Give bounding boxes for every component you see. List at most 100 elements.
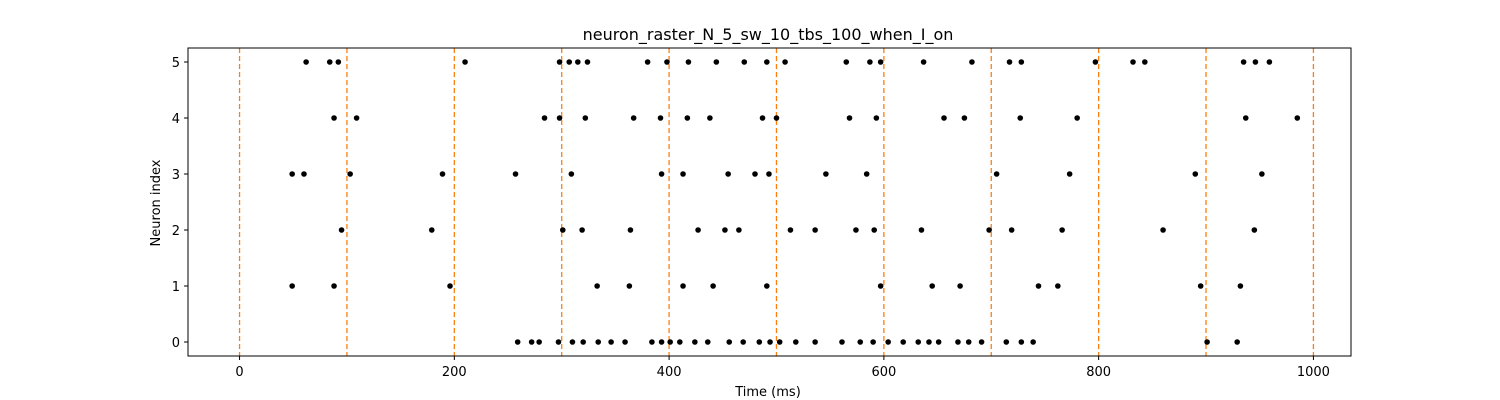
spike-point [644, 59, 651, 65]
spike-point [555, 339, 562, 345]
spike-point [1017, 115, 1024, 121]
spike-point [658, 171, 665, 177]
spike-point [1142, 59, 1148, 65]
spike-point [993, 171, 1000, 177]
spike-point [926, 339, 932, 345]
spike-point [630, 115, 637, 121]
spike-point [695, 227, 701, 233]
spike-point [961, 115, 968, 121]
spike-point [595, 339, 602, 345]
spike-point [528, 339, 535, 345]
spike-point [627, 227, 634, 233]
spike-point [680, 283, 686, 289]
spike-point [752, 171, 758, 177]
spike-point [1160, 227, 1166, 233]
y-axis: 0 1 2 3 4 5 [172, 56, 188, 351]
spike-point [556, 59, 563, 65]
spike-point [1197, 283, 1204, 289]
spike-point [843, 59, 850, 65]
spike-point [1192, 171, 1199, 177]
spike-point [857, 339, 864, 345]
spike-point [773, 115, 780, 121]
spike-point [877, 283, 884, 289]
spike-point [1018, 59, 1025, 65]
spike-point [594, 283, 600, 289]
spike-point [978, 339, 985, 345]
spike-point [823, 171, 829, 177]
spike-point [512, 171, 519, 177]
spike-point [957, 283, 963, 289]
spike-point [710, 283, 716, 289]
spike-point [579, 227, 585, 233]
y-tick-label: 3 [172, 168, 180, 183]
spike-point [289, 171, 295, 177]
x-axis: 0 200 400 600 800 1000 [235, 356, 1330, 380]
x-tick-label: 600 [871, 365, 896, 380]
x-tick-label: 0 [235, 365, 243, 380]
spike-point [1252, 59, 1259, 65]
spike-point [935, 339, 942, 345]
chart-title: neuron_raster_N_5_sw_10_tbs_100_when_I_o… [583, 25, 954, 45]
y-tick-label: 0 [172, 336, 180, 351]
spike-point [658, 339, 665, 345]
spike-point [569, 339, 576, 345]
spike-point [741, 59, 748, 65]
plot-frame [187, 47, 1352, 357]
spike-point [1003, 339, 1010, 345]
spike-point [853, 227, 859, 233]
spike-point [622, 339, 628, 345]
spike-point [331, 283, 337, 289]
spike-point [707, 115, 713, 121]
spike-point [756, 339, 763, 345]
x-tick-label: 200 [442, 365, 467, 380]
spike-point [335, 59, 342, 65]
spike-point [326, 59, 333, 65]
spike-point [740, 339, 746, 345]
spike-point [685, 59, 692, 65]
spike-point [870, 339, 876, 345]
spike-point [726, 339, 733, 345]
spike-point [439, 171, 446, 177]
spike-point [1266, 59, 1273, 65]
spike-point [684, 115, 691, 121]
spike-point [877, 59, 884, 65]
spike-point [766, 171, 772, 177]
spike-point [428, 227, 435, 233]
spike-point [725, 171, 731, 177]
spike-point [846, 115, 853, 121]
spike-point [986, 227, 992, 233]
spike-point [955, 339, 961, 345]
spike-point [667, 339, 673, 345]
spike-point [736, 227, 742, 233]
spike-point [871, 227, 878, 233]
spike-point [626, 283, 633, 289]
spike-point [929, 283, 935, 289]
spike-point [536, 339, 542, 345]
spike-point [915, 339, 922, 345]
y-tick-label: 5 [172, 56, 180, 71]
spike-point [347, 171, 353, 177]
spike-point [900, 339, 906, 345]
spike-point [580, 339, 586, 345]
x-tick-label: 400 [657, 365, 682, 380]
x-axis-label: Time (ms) [734, 385, 801, 400]
spike-point [1030, 339, 1036, 345]
spike-point [885, 339, 891, 345]
spike-point [704, 339, 711, 345]
y-tick-label: 2 [172, 224, 180, 239]
spike-point [1251, 227, 1258, 233]
spike-point [920, 59, 927, 65]
reference-lines [238, 48, 1315, 356]
spike-point [338, 227, 345, 233]
spike-point [1018, 339, 1025, 345]
spike-point [941, 115, 947, 121]
spike-point [1204, 339, 1210, 345]
spike-point [541, 115, 548, 121]
spike-point [812, 339, 818, 345]
spike-point [1006, 59, 1013, 65]
spike-point [918, 227, 925, 233]
spike-point [692, 339, 698, 345]
spike-point [582, 115, 589, 121]
spike-point [556, 115, 563, 121]
